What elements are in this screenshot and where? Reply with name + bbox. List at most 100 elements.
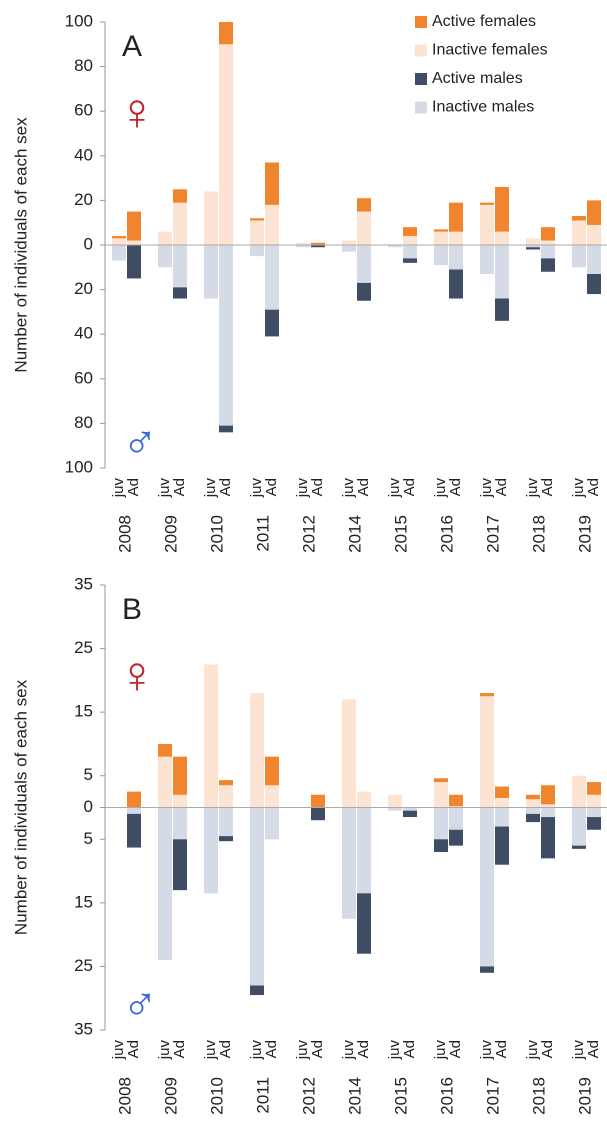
bar	[158, 245, 172, 268]
bar	[357, 791, 371, 808]
bar	[495, 797, 509, 808]
bar	[480, 807, 494, 967]
y-tick-label: 5	[84, 829, 93, 848]
bar	[204, 807, 218, 894]
x-tick-label: Ad	[171, 478, 188, 496]
bar	[112, 236, 126, 239]
group-label: 2015	[391, 515, 410, 553]
bar	[480, 966, 494, 973]
x-tick-label: juv	[202, 1040, 219, 1061]
bar	[112, 245, 126, 261]
bar	[403, 245, 417, 259]
bar	[296, 245, 310, 248]
group-label: 2012	[299, 515, 318, 553]
panel-label: A	[122, 30, 142, 63]
x-tick-label: juv	[570, 1040, 587, 1061]
bar	[449, 807, 463, 830]
bar	[158, 743, 172, 757]
legend-label: Active females	[432, 13, 536, 30]
bar	[541, 817, 555, 859]
x-tick-label: juv	[156, 478, 173, 499]
x-tick-label: Ad	[585, 1040, 602, 1058]
bar	[311, 794, 325, 808]
bar	[587, 817, 601, 830]
y-tick-label: 60	[74, 101, 93, 120]
x-tick-label: Ad	[355, 1040, 372, 1058]
bar	[434, 782, 448, 808]
y-tick-label: 35	[74, 1019, 93, 1038]
x-tick-label: Ad	[401, 1040, 418, 1058]
bar	[541, 804, 555, 808]
group-label: 2017	[483, 1077, 502, 1115]
bar	[572, 845, 586, 849]
x-tick-label: Ad	[217, 1040, 234, 1058]
group-label: 2010	[207, 1077, 226, 1115]
group-label: 2008	[115, 515, 134, 553]
x-tick-label: juv	[524, 1040, 541, 1061]
bar	[495, 187, 509, 232]
bar	[541, 785, 555, 805]
bar	[449, 829, 463, 846]
bar	[342, 240, 356, 245]
group-label: 2017	[483, 515, 502, 553]
bar	[219, 780, 233, 786]
bar	[541, 227, 555, 241]
bar	[173, 839, 187, 891]
bar	[219, 785, 233, 808]
bar	[127, 240, 141, 245]
x-tick-label: Ad	[539, 1040, 556, 1058]
x-tick-label: juv	[110, 478, 127, 499]
bar	[449, 806, 463, 808]
bar	[342, 699, 356, 808]
bar	[204, 664, 218, 808]
bar	[403, 236, 417, 245]
bar	[480, 204, 494, 245]
y-tick-label: 5	[84, 765, 93, 784]
bar	[526, 813, 540, 823]
bar	[572, 775, 586, 808]
x-tick-label: juv	[432, 478, 449, 499]
x-tick-label: Ad	[263, 478, 280, 496]
bar	[541, 240, 555, 245]
x-tick-label: Ad	[447, 1040, 464, 1058]
bar	[127, 791, 141, 808]
y-tick-label: 20	[74, 190, 93, 209]
bar	[449, 245, 463, 270]
bar	[541, 258, 555, 272]
y-tick-label: 15	[74, 702, 93, 721]
group-label: 2011	[253, 1077, 272, 1114]
bar	[449, 231, 463, 245]
x-tick-label: juv	[386, 478, 403, 499]
bar	[587, 273, 601, 295]
x-tick-label: juv	[340, 1040, 357, 1061]
bar	[127, 211, 141, 241]
bar	[173, 245, 187, 288]
group-label: 2014	[345, 515, 364, 553]
bar	[449, 202, 463, 232]
x-tick-label: juv	[202, 478, 219, 499]
legend-label: Inactive females	[432, 42, 548, 59]
group-label: 2009	[161, 1077, 180, 1115]
x-tick-label: juv	[294, 1040, 311, 1061]
bar	[541, 807, 555, 818]
x-tick-label: Ad	[263, 1040, 280, 1058]
bar	[434, 229, 448, 232]
x-tick-label: Ad	[217, 478, 234, 496]
y-tick-label: 0	[84, 797, 93, 816]
bar	[219, 425, 233, 433]
bar	[434, 231, 448, 245]
x-tick-label: Ad	[493, 478, 510, 496]
y-tick-label: 25	[74, 956, 93, 975]
bar	[572, 245, 586, 268]
bar	[403, 227, 417, 237]
bar	[434, 778, 448, 783]
bar	[311, 245, 325, 248]
bar	[265, 245, 279, 310]
bar	[219, 44, 233, 245]
x-tick-label: juv	[340, 478, 357, 499]
male-symbol: ♂	[122, 417, 158, 470]
bar	[403, 810, 417, 818]
legend-swatch	[415, 101, 427, 114]
legend-swatch	[415, 73, 427, 85]
